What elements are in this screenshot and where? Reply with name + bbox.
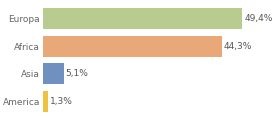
Bar xyxy=(43,36,222,57)
Text: 44,3%: 44,3% xyxy=(224,42,252,51)
Bar xyxy=(43,63,64,84)
Bar xyxy=(43,91,48,112)
Bar xyxy=(43,8,242,29)
Text: 49,4%: 49,4% xyxy=(244,14,273,23)
Text: 5,1%: 5,1% xyxy=(66,69,88,78)
Text: 1,3%: 1,3% xyxy=(50,97,73,106)
